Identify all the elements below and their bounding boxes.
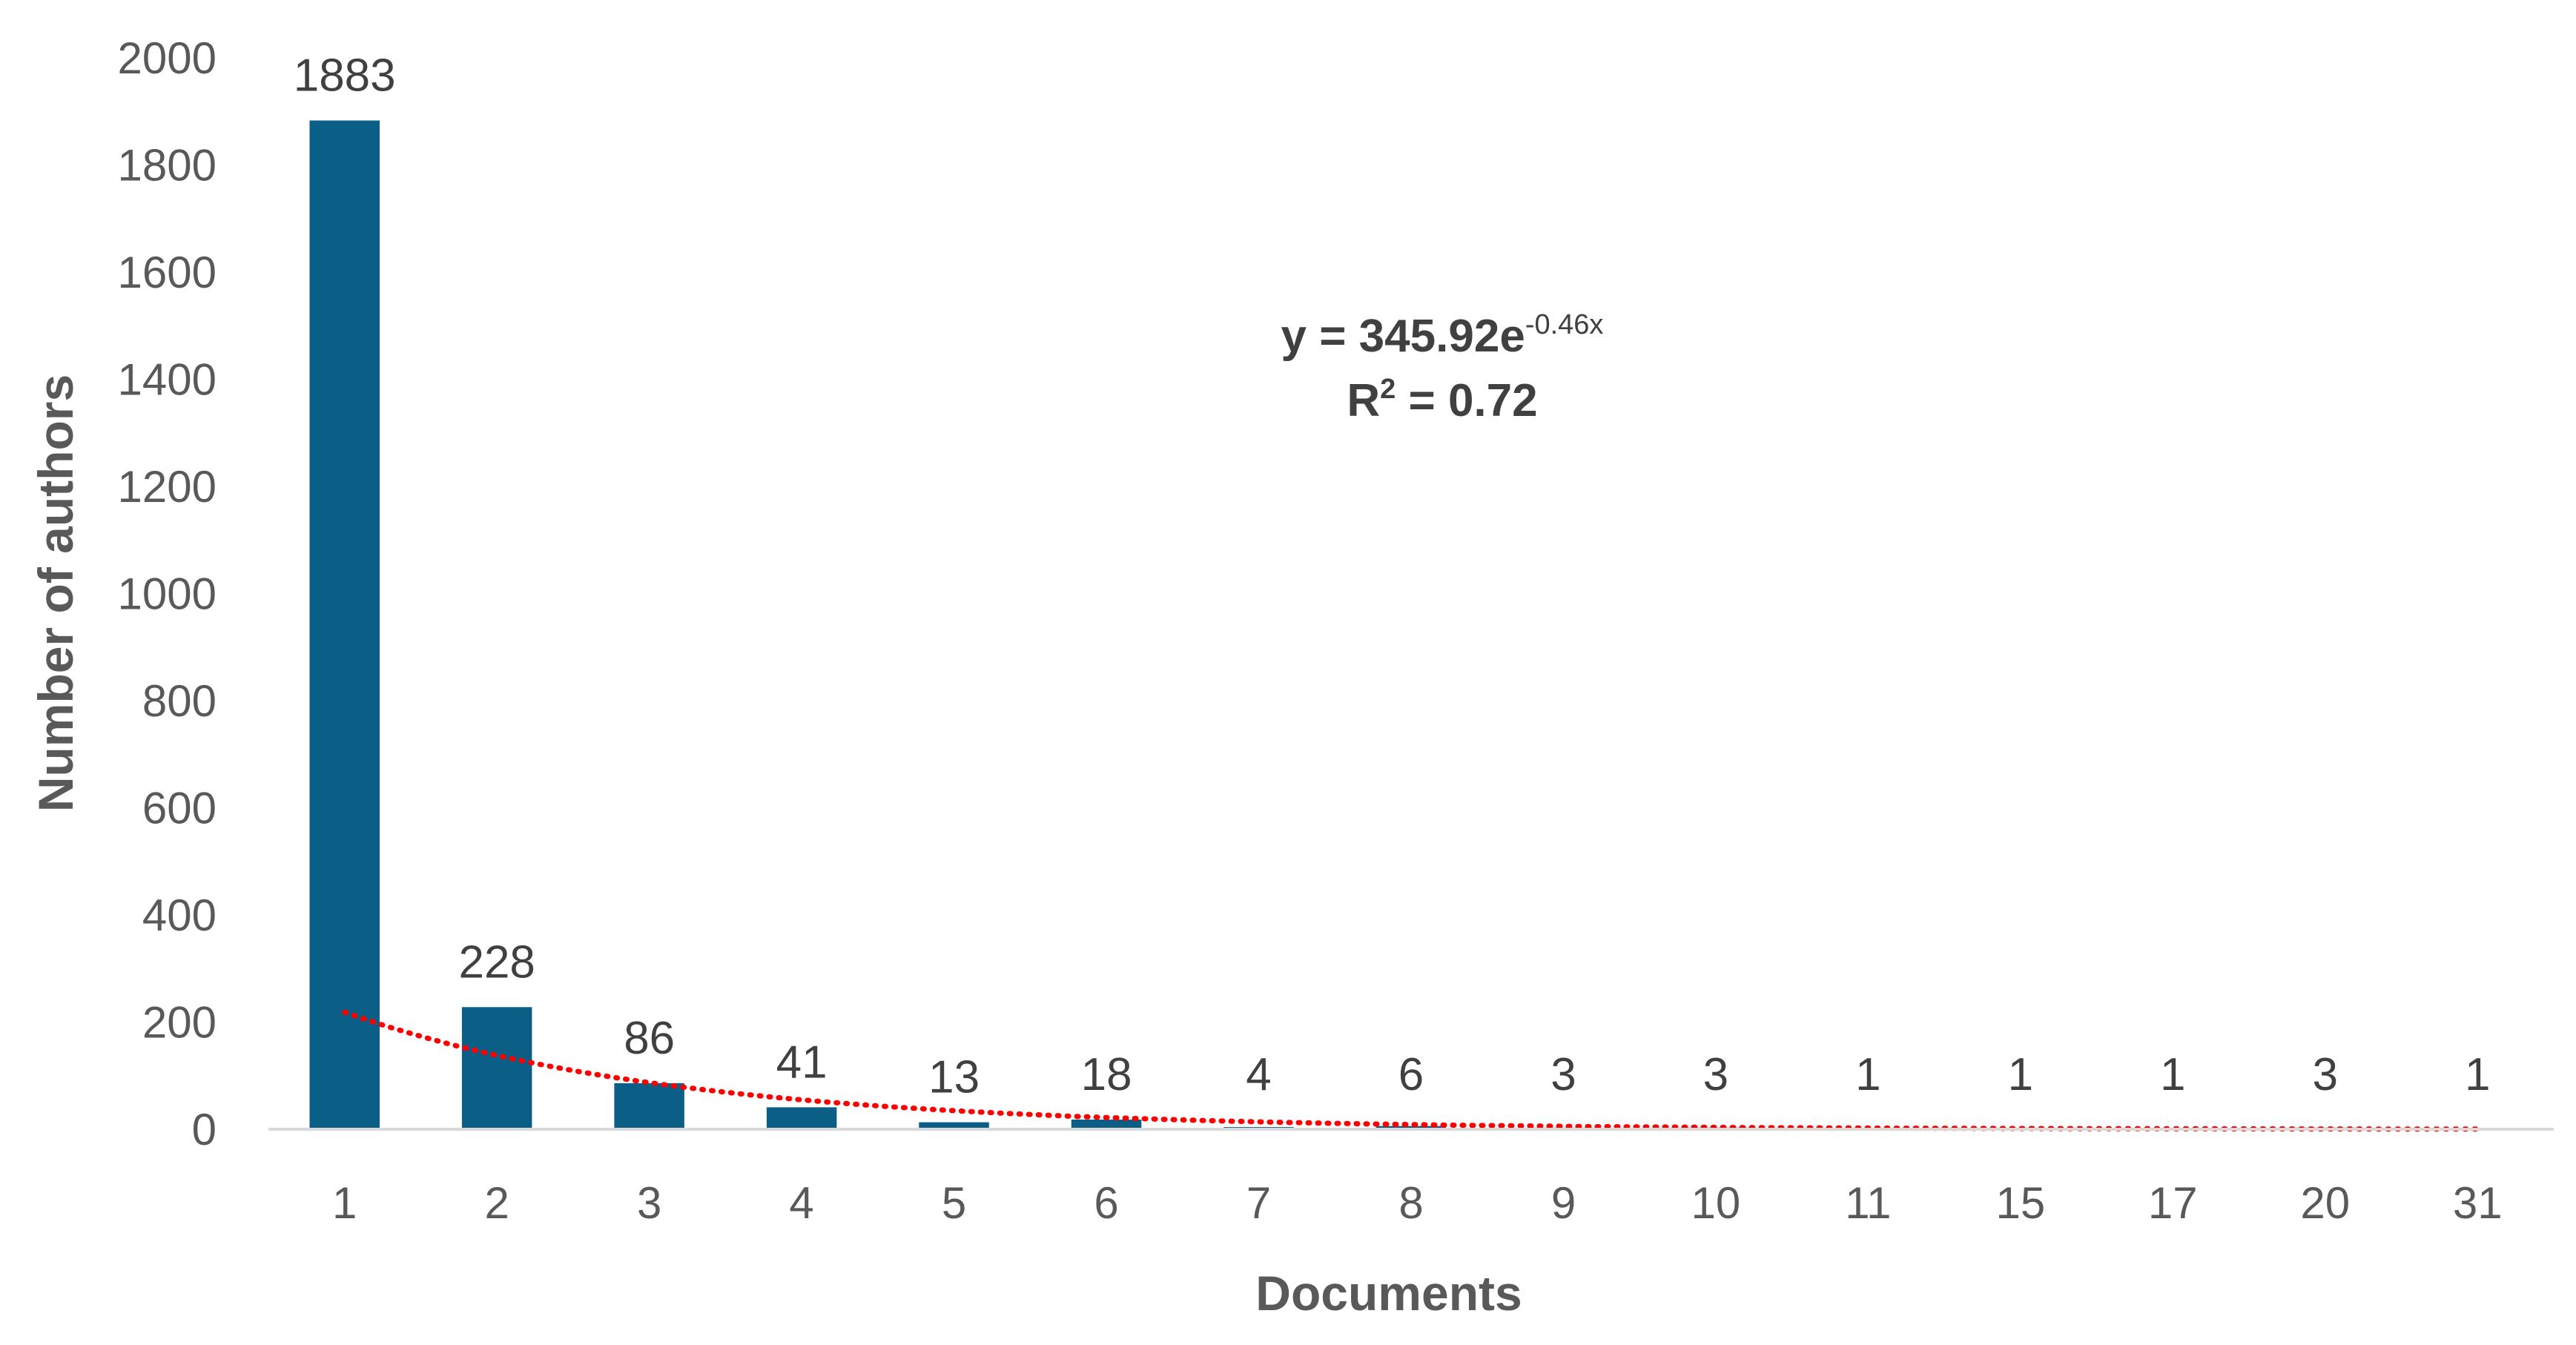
data-label: 41 xyxy=(776,1037,828,1088)
data-label: 4 xyxy=(1246,1049,1271,1100)
data-label: 1 xyxy=(2008,1049,2033,1100)
data-label: 1 xyxy=(1855,1049,1880,1100)
equation-main: y = 345.92e xyxy=(1281,311,1525,362)
bars-layer xyxy=(309,120,2513,1129)
x-tick-label: 8 xyxy=(1398,1178,1423,1228)
data-label: 13 xyxy=(928,1052,980,1103)
x-tick-labels: 1 2 3 4 5 6 7 8 9 10 11 15 17 20 31 xyxy=(332,1178,2503,1228)
x-tick-label: 1 xyxy=(332,1178,357,1228)
bar-4 xyxy=(766,1107,837,1129)
y-tick-label: 1400 xyxy=(118,355,217,405)
x-tick-label: 10 xyxy=(1691,1178,1741,1228)
r-squared-value: = 0.72 xyxy=(1396,375,1537,426)
bar-5 xyxy=(919,1122,989,1129)
y-tick-label: 0 xyxy=(192,1105,217,1154)
y-tick-label: 1800 xyxy=(118,141,217,191)
y-tick-label: 2000 xyxy=(118,33,217,83)
data-label: 3 xyxy=(1703,1049,1728,1100)
trendline-equation: y = 345.92e-0.46x R2 = 0.72 xyxy=(1281,309,1604,426)
data-label: 228 xyxy=(458,936,535,988)
data-label: 3 xyxy=(1550,1049,1576,1100)
bar-1 xyxy=(309,120,380,1129)
y-tick-label: 800 xyxy=(142,676,217,726)
r-squared-superscript: 2 xyxy=(1380,374,1396,405)
bar-8 xyxy=(1375,1126,1447,1129)
bar-2 xyxy=(461,1007,532,1129)
x-tick-label: 11 xyxy=(1845,1178,1891,1228)
x-tick-label: 3 xyxy=(637,1178,661,1228)
data-label: 1 xyxy=(2160,1049,2185,1100)
data-label: 86 xyxy=(624,1013,675,1064)
x-tick-label: 4 xyxy=(789,1178,813,1228)
x-tick-label: 17 xyxy=(2148,1178,2198,1228)
x-axis-title: Documents xyxy=(1255,1266,1522,1321)
data-label: 1883 xyxy=(294,50,396,102)
data-label: 6 xyxy=(1398,1049,1424,1100)
equation-exponent: -0.46x xyxy=(1525,309,1604,340)
data-label: 3 xyxy=(2313,1049,2338,1100)
x-tick-label: 15 xyxy=(1996,1178,2046,1228)
data-label: 18 xyxy=(1081,1049,1132,1100)
bar-6 xyxy=(1071,1120,1142,1129)
y-tick-labels: 0 200 400 600 800 1000 1200 1400 1600 1800 2000 xyxy=(118,33,217,1154)
x-tick-label: 5 xyxy=(942,1178,966,1228)
x-tick-label: 6 xyxy=(1094,1178,1118,1228)
exponential-trendline xyxy=(342,1009,2480,1132)
y-tick-label: 600 xyxy=(142,784,217,833)
y-tick-label: 1600 xyxy=(118,248,217,297)
svg-text:y = 345.92e-0.46x: y = 345.92e-0.46x xyxy=(1281,309,1604,362)
x-tick-label: 7 xyxy=(1246,1178,1271,1228)
y-tick-label: 1000 xyxy=(118,569,217,619)
data-label: 1 xyxy=(2465,1049,2490,1100)
x-tick-label: 20 xyxy=(2300,1178,2350,1228)
y-axis-title: Number of authors xyxy=(28,374,83,812)
trendline-layer xyxy=(342,1009,2480,1132)
y-tick-label: 400 xyxy=(142,890,217,940)
svg-text:R2 = 0.72: R2 = 0.72 xyxy=(1347,374,1537,426)
y-tick-label: 200 xyxy=(142,998,217,1048)
x-tick-label: 2 xyxy=(485,1178,509,1228)
bar-3 xyxy=(614,1083,684,1129)
y-tick-label: 1200 xyxy=(118,462,217,512)
x-tick-label: 31 xyxy=(2453,1178,2503,1228)
r-squared-prefix: R xyxy=(1347,375,1380,426)
x-tick-label: 9 xyxy=(1551,1178,1576,1228)
